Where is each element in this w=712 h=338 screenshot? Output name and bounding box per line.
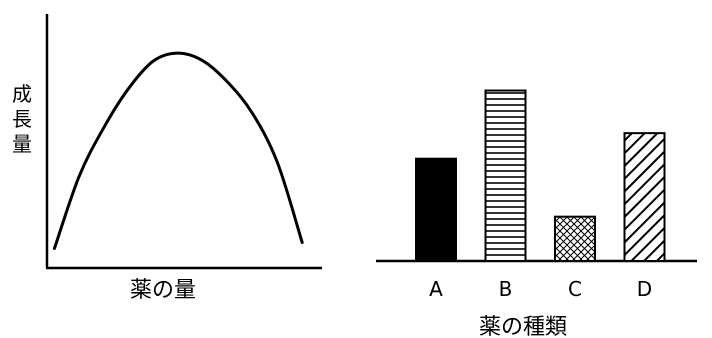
growth-curve-line <box>54 53 302 248</box>
bar-label-d: D <box>637 277 652 301</box>
left-y-axis-label: 成長量 <box>12 82 32 156</box>
growth-curve-chart: 成長量 薬の量 <box>12 14 322 303</box>
drug-type-bar-chart: A B C D 薬の種類 <box>376 91 697 338</box>
bar-d <box>625 133 665 261</box>
bar-a <box>416 159 456 261</box>
left-x-axis-label: 薬の量 <box>130 278 196 303</box>
bar-label-b: B <box>499 277 513 301</box>
bar-b <box>486 91 526 261</box>
bar-c <box>555 217 595 261</box>
right-x-axis-label: 薬の種類 <box>479 315 567 338</box>
bar-label-c: C <box>568 277 582 301</box>
bar-label-a: A <box>429 277 443 301</box>
